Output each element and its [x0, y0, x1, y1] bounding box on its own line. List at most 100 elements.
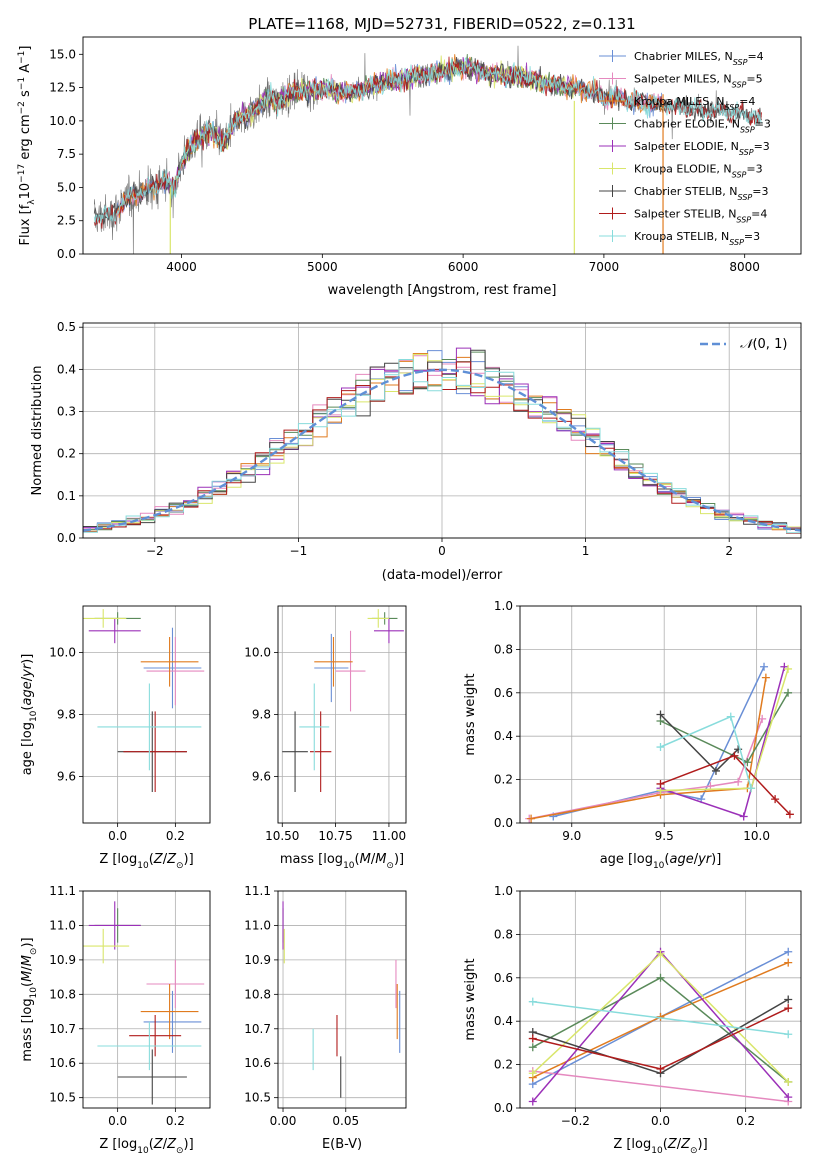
errorbar-point: [123, 711, 187, 792]
errorbar-point: [83, 928, 130, 964]
weight-series: [528, 997, 793, 1039]
errorbar-point: [282, 711, 308, 792]
x-axis-label: Z [log10(Z/Z⊙)]: [613, 1137, 707, 1156]
y-tick-label: 9.8: [252, 708, 271, 722]
x-tick-label: 10.0: [743, 829, 770, 843]
errorbar-point: [374, 618, 404, 644]
y-tick-label: 0.1: [57, 489, 76, 503]
weight-line: [553, 666, 765, 818]
weight-marker: [785, 810, 794, 819]
weight-marker: [528, 1043, 537, 1052]
x-tick-label: 0.0: [651, 1114, 670, 1128]
weight-line: [532, 1070, 789, 1103]
plot-area: [525, 662, 794, 823]
y-tick-label: 10.6: [244, 1056, 271, 1070]
errorbar-point: [335, 630, 366, 712]
weight-marker: [784, 1077, 793, 1086]
weight-marker: [711, 766, 720, 775]
x-tick-label: 0.2: [166, 1114, 185, 1128]
y-tick-label: 10.6: [49, 1056, 76, 1070]
x-tick-label: 0.05: [332, 1114, 359, 1128]
x-tick-label: 0.0: [108, 1114, 127, 1128]
mass-weight-vs-age-panel: 9.0 9.5 10.0 0.0 0.2 0.4 0.6 0.8 1.0 age [log10(a…: [463, 599, 802, 871]
y-tick-label: 10.7: [49, 1022, 76, 1036]
x-tick-label: 8000: [729, 260, 760, 274]
x-tick-label: −1: [290, 544, 308, 558]
weight-marker: [784, 995, 793, 1004]
errorbar-point: [97, 1021, 202, 1071]
axes-frame: [82, 890, 211, 1109]
weight-marker: [760, 662, 769, 671]
y-tick-label: 0.0: [494, 1101, 513, 1115]
errorbar-point: [117, 1049, 187, 1105]
y-tick-label: 0.2: [494, 1058, 513, 1072]
x-tick-label: 10.75: [318, 829, 352, 843]
weight-marker: [784, 1093, 793, 1102]
legend-label: Chabrier MILES, NSSP=4: [634, 50, 764, 67]
y-tick-label: 9.6: [252, 770, 271, 784]
y-tick-label: 0.2: [494, 773, 513, 787]
x-axis-label: (data-model)/error: [382, 568, 503, 583]
weight-marker: [528, 1069, 537, 1078]
y-tick-label: 1.0: [494, 599, 513, 613]
weight-marker: [656, 710, 665, 719]
weight-marker: [528, 997, 537, 1006]
errorbar-point: [97, 683, 202, 771]
plot-area: [282, 609, 404, 792]
legend: Chabrier MILES, NSSP=4 Salpeter MILES, NS…: [599, 50, 771, 247]
legend-label: Kroupa MILES, NSSP=4: [634, 95, 755, 112]
y-tick-label: 0.6: [494, 971, 513, 985]
y-tick-label: 15.0: [49, 47, 76, 61]
y-tick-label: 0.4: [494, 729, 513, 743]
y-tick-label: 10.0: [244, 646, 271, 660]
y-tick-label: 11.1: [244, 884, 271, 898]
weight-line: [532, 1000, 789, 1035]
y-tick-label: 0.3: [57, 405, 76, 419]
weight-marker: [730, 751, 739, 760]
x-axis-label: Z [log10(Z/Z⊙)]: [99, 1137, 193, 1156]
y-tick-label: 0.5: [57, 320, 76, 334]
errorbar-point: [367, 609, 389, 628]
weight-series: [656, 751, 794, 819]
x-tick-label: 11.00: [372, 829, 406, 843]
y-axis-label: mass weight: [463, 958, 478, 1040]
plot-area: [282, 901, 401, 1098]
mass-vs-ebv-panel: 0.00 0.05 10.5 10.6 10.7 10.8 10.9 11.0 11.1 E(B-…: [244, 884, 407, 1152]
y-tick-label: 11.1: [49, 884, 76, 898]
x-tick-label: 9.0: [562, 829, 581, 843]
errorbar-point: [143, 990, 202, 1053]
y-axis-label: age [log10(age/yr)]: [20, 654, 39, 776]
residual-histogram-panel: −2 −1 0 1 2 0.0 0.1 0.2 0.3 0.4 0.5 (data-model)/er…: [30, 320, 802, 583]
errorbar-point: [140, 984, 199, 1040]
legend-label: Chabrier ELODIE, NSSP=3: [634, 118, 771, 135]
y-tick-label: 10.7: [244, 1022, 271, 1036]
figure-title: PLATE=1168, MJD=52731, FIBERID=0522, z=0…: [248, 15, 635, 33]
weight-marker: [656, 949, 665, 958]
y-tick-label: 10.9: [244, 953, 271, 967]
y-axis-label: Flux [fλ10−17 erg cm−2 s−1 A−1]: [17, 46, 37, 246]
y-axis-label: mass weight: [463, 673, 478, 755]
y-axis-label: Normed distribution: [30, 366, 45, 496]
weight-marker: [739, 812, 748, 821]
y-tick-label: 10.8: [49, 987, 76, 1001]
x-tick-label: 2: [725, 544, 733, 558]
weight-marker: [656, 779, 665, 788]
x-tick-label: 0.0: [108, 829, 127, 843]
weight-series: [527, 673, 770, 823]
weight-marker: [771, 795, 780, 804]
weight-marker: [528, 1034, 537, 1043]
weight-marker: [784, 664, 793, 673]
y-axis-label: mass [log10(M/M⊙)]: [20, 937, 39, 1061]
errorbar-point: [314, 637, 353, 687]
x-axis-label: E(B-V): [322, 1137, 362, 1152]
weight-line: [529, 718, 763, 820]
axes-frame: [82, 605, 211, 824]
errorbar-point: [314, 633, 349, 703]
weight-marker: [656, 743, 665, 752]
plot-area: [83, 347, 801, 537]
axes-frame: [277, 890, 407, 1109]
x-tick-label: 9.5: [655, 829, 674, 843]
weight-marker: [784, 688, 793, 697]
plot-area: [83, 901, 205, 1105]
